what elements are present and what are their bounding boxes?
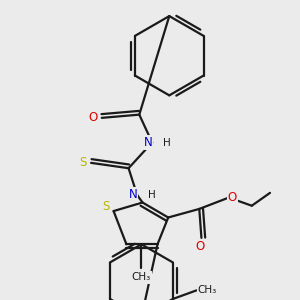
Text: O: O	[196, 240, 205, 253]
Text: O: O	[88, 111, 98, 124]
Text: CH₃: CH₃	[132, 272, 151, 283]
Text: N: N	[128, 188, 137, 202]
Text: O: O	[228, 190, 237, 204]
Text: CH₃: CH₃	[198, 285, 217, 296]
Text: S: S	[79, 156, 86, 170]
Text: H: H	[148, 190, 156, 200]
Text: S: S	[102, 200, 110, 213]
Text: H: H	[163, 137, 171, 148]
Text: N: N	[143, 136, 152, 149]
